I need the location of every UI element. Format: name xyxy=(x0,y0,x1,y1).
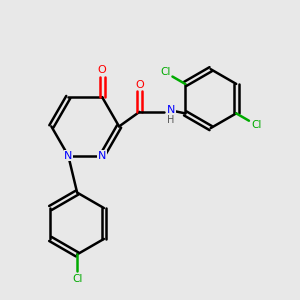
Text: Cl: Cl xyxy=(251,120,262,130)
Text: Cl: Cl xyxy=(72,274,82,284)
Text: Cl: Cl xyxy=(160,68,170,77)
Text: H: H xyxy=(167,115,175,125)
Text: N: N xyxy=(98,151,106,161)
Text: N: N xyxy=(167,105,175,116)
Text: N: N xyxy=(64,151,73,161)
Text: O: O xyxy=(135,80,144,90)
Text: O: O xyxy=(98,65,106,75)
